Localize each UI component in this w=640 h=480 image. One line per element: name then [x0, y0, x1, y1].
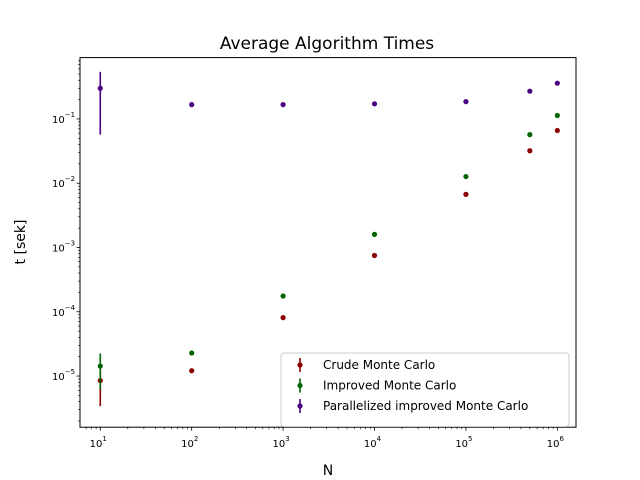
legend-box — [280, 352, 570, 427]
data-point — [463, 191, 469, 197]
data-point — [554, 112, 560, 119]
x-tick-label: 106 — [547, 435, 565, 450]
y-tick-label: 10−1 — [52, 111, 75, 126]
x-tick-label-exponent: 6 — [559, 435, 564, 443]
series-1 — [97, 112, 560, 390]
x-tick-label-base: 10 — [455, 439, 468, 450]
y-tick-label-exponent: −1 — [65, 111, 75, 119]
data-point — [97, 363, 103, 369]
data-point — [280, 102, 286, 108]
data-point — [189, 368, 195, 374]
y-tick-label-exponent: −4 — [65, 304, 76, 312]
y-tick-label-base: 10 — [52, 372, 65, 383]
legend-label: Parallelized improved Monte Carlo — [323, 399, 528, 413]
data-point — [463, 173, 469, 180]
data-point — [463, 99, 469, 105]
x-tick-label-exponent: 2 — [194, 435, 198, 443]
x-tick-label-exponent: 3 — [285, 435, 289, 443]
y-tick-label: 10−3 — [52, 239, 75, 254]
plot-frame — [79, 57, 577, 428]
x-tick-label: 102 — [181, 435, 198, 450]
data-point — [371, 101, 378, 107]
data-point — [97, 85, 103, 91]
y-tick-label: 10−2 — [52, 175, 75, 190]
data-point — [189, 350, 195, 356]
y-tick-label: 10−4 — [52, 304, 76, 319]
data-point — [554, 80, 560, 86]
data-point — [527, 132, 533, 138]
x-tick-label-exponent: 4 — [377, 435, 382, 443]
legend-label: Improved Monte Carlo — [323, 379, 456, 393]
data-point — [371, 252, 378, 259]
y-tick-label-exponent: −2 — [65, 175, 75, 183]
x-tick-label-base: 10 — [90, 439, 103, 450]
data-point — [527, 88, 533, 94]
x-tick-label: 105 — [455, 435, 472, 450]
y-tick-label: 10−5 — [52, 368, 75, 383]
legend-marker — [297, 403, 303, 409]
y-tick-label-base: 10 — [52, 115, 65, 126]
x-tick-label: 103 — [273, 435, 290, 450]
chart-title: Average Algorithm Times — [220, 34, 434, 54]
x-axis-title: N — [323, 463, 333, 479]
series-2 — [97, 71, 560, 135]
data-point — [280, 293, 286, 299]
legend-marker — [297, 362, 303, 368]
data-point — [371, 231, 378, 237]
series-layer — [97, 71, 560, 407]
x-tick-label-base: 10 — [547, 439, 560, 450]
data-point — [527, 148, 533, 154]
data-point — [554, 127, 560, 134]
y-tick-label-exponent: −5 — [65, 368, 75, 376]
y-tick-label-exponent: −3 — [65, 239, 75, 247]
y-tick-label-base: 10 — [52, 308, 65, 319]
legend-label: Crude Monte Carlo — [323, 358, 435, 372]
x-tick-label-base: 10 — [181, 439, 194, 450]
x-tick-label: 104 — [364, 435, 382, 450]
y-axis-title: t [sek] — [13, 220, 29, 265]
x-tick-label-exponent: 1 — [102, 435, 106, 443]
x-tick-label-exponent: 5 — [468, 435, 472, 443]
x-tick-label-base: 10 — [273, 439, 286, 450]
legend-marker — [297, 382, 303, 389]
legend: Crude Monte Carlo Improved Monte Carlo Par… — [280, 352, 570, 427]
data-point — [280, 315, 286, 321]
y-tick-label-base: 10 — [52, 179, 65, 190]
x-tick-label-base: 10 — [364, 439, 377, 450]
y-tick-label-base: 10 — [52, 243, 65, 254]
data-point — [189, 102, 195, 108]
x-tick-label: 101 — [90, 435, 107, 450]
